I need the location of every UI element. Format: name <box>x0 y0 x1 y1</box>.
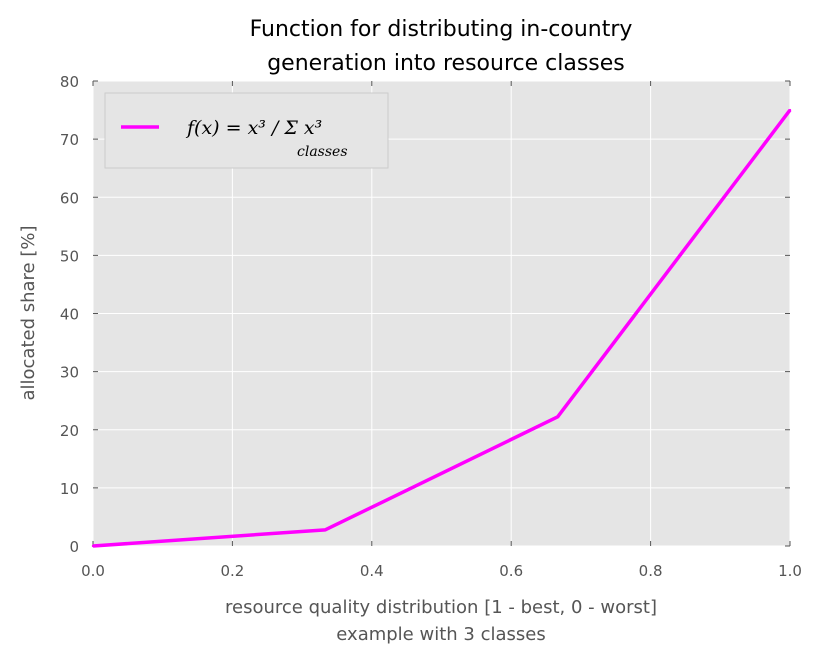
y-tick-label: 20 <box>60 422 79 440</box>
y-tick-label: 40 <box>60 306 79 324</box>
y-tick-label: 80 <box>60 73 79 91</box>
legend: f(x) = x³ / Σ x³ classes <box>104 92 389 169</box>
data-point <box>556 415 559 419</box>
y-tick-label: 60 <box>60 189 79 207</box>
y-tick-label: 10 <box>60 480 79 498</box>
series-line-0 <box>92 109 792 548</box>
series-layer <box>91 108 792 548</box>
x-tick-label: 0.4 <box>360 562 384 580</box>
legend-label: f(x) = x³ / Σ x³ <box>185 117 322 139</box>
x-tick-label: 0.0 <box>81 562 105 580</box>
x-axis-label-line-2: example with 3 classes <box>336 624 545 645</box>
data-point <box>91 544 95 548</box>
y-tick-label: 50 <box>60 247 79 265</box>
chart-title-line-2: generation into resource classes <box>267 51 625 76</box>
y-tick-label: 70 <box>60 131 79 149</box>
chart-title-line-1: Function for distributing in-country <box>250 17 633 42</box>
x-axis-label-line-1: resource quality distribution [1 - best,… <box>225 597 657 618</box>
x-tick-labels: 0.0 0.2 0.4 0.6 0.8 1.0 <box>81 562 802 580</box>
legend-box <box>104 92 389 169</box>
x-tick-label: 0.8 <box>639 562 663 580</box>
y-tick-label: 30 <box>60 364 79 382</box>
y-tick-label: 0 <box>69 538 79 556</box>
x-tick-label: 0.6 <box>499 562 523 580</box>
data-point <box>324 528 327 532</box>
y-tick-labels: 0 10 20 30 40 50 60 70 80 <box>60 73 79 556</box>
legend-label-subscript: classes <box>297 144 348 160</box>
data-point <box>788 108 792 112</box>
y-axis-label: allocated share [%] <box>18 225 39 400</box>
x-tick-label: 1.0 <box>778 562 802 580</box>
x-tick-label: 0.2 <box>220 562 244 580</box>
